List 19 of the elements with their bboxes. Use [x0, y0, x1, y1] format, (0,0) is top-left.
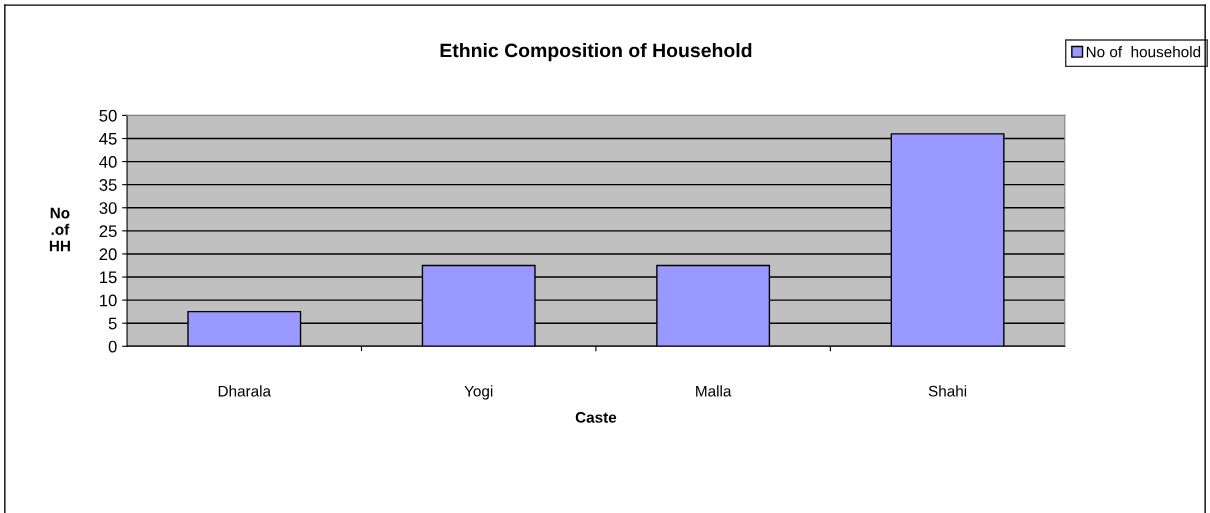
- chart-title: Ethnic Composition of Household: [440, 43, 752, 62]
- legend-label: No of household: [1086, 46, 1201, 58]
- y-tick-label: 40: [99, 156, 117, 168]
- y-tick-label: 20: [99, 248, 117, 261]
- y-tick-label: 0: [108, 340, 117, 353]
- x-tick-label: Yogi: [464, 385, 493, 400]
- y-tick-label: 50: [99, 109, 117, 122]
- y-tick-label: 30: [99, 202, 117, 214]
- x-tick-label: Malla: [696, 385, 732, 397]
- y-tick-label: 10: [100, 294, 117, 307]
- y-tick-label: 45: [99, 133, 117, 145]
- x-axis-title: Caste: [575, 411, 617, 423]
- y-axis-title: No .of HH: [49, 207, 70, 252]
- x-tick-label: Shahi: [928, 385, 967, 397]
- y-tick-label: 35: [99, 179, 117, 191]
- y-tick-label: 25: [99, 225, 117, 238]
- y-tick-label: 5: [108, 317, 117, 330]
- x-tick-label: Dharala: [218, 385, 272, 397]
- y-tick-label: 15: [100, 271, 117, 284]
